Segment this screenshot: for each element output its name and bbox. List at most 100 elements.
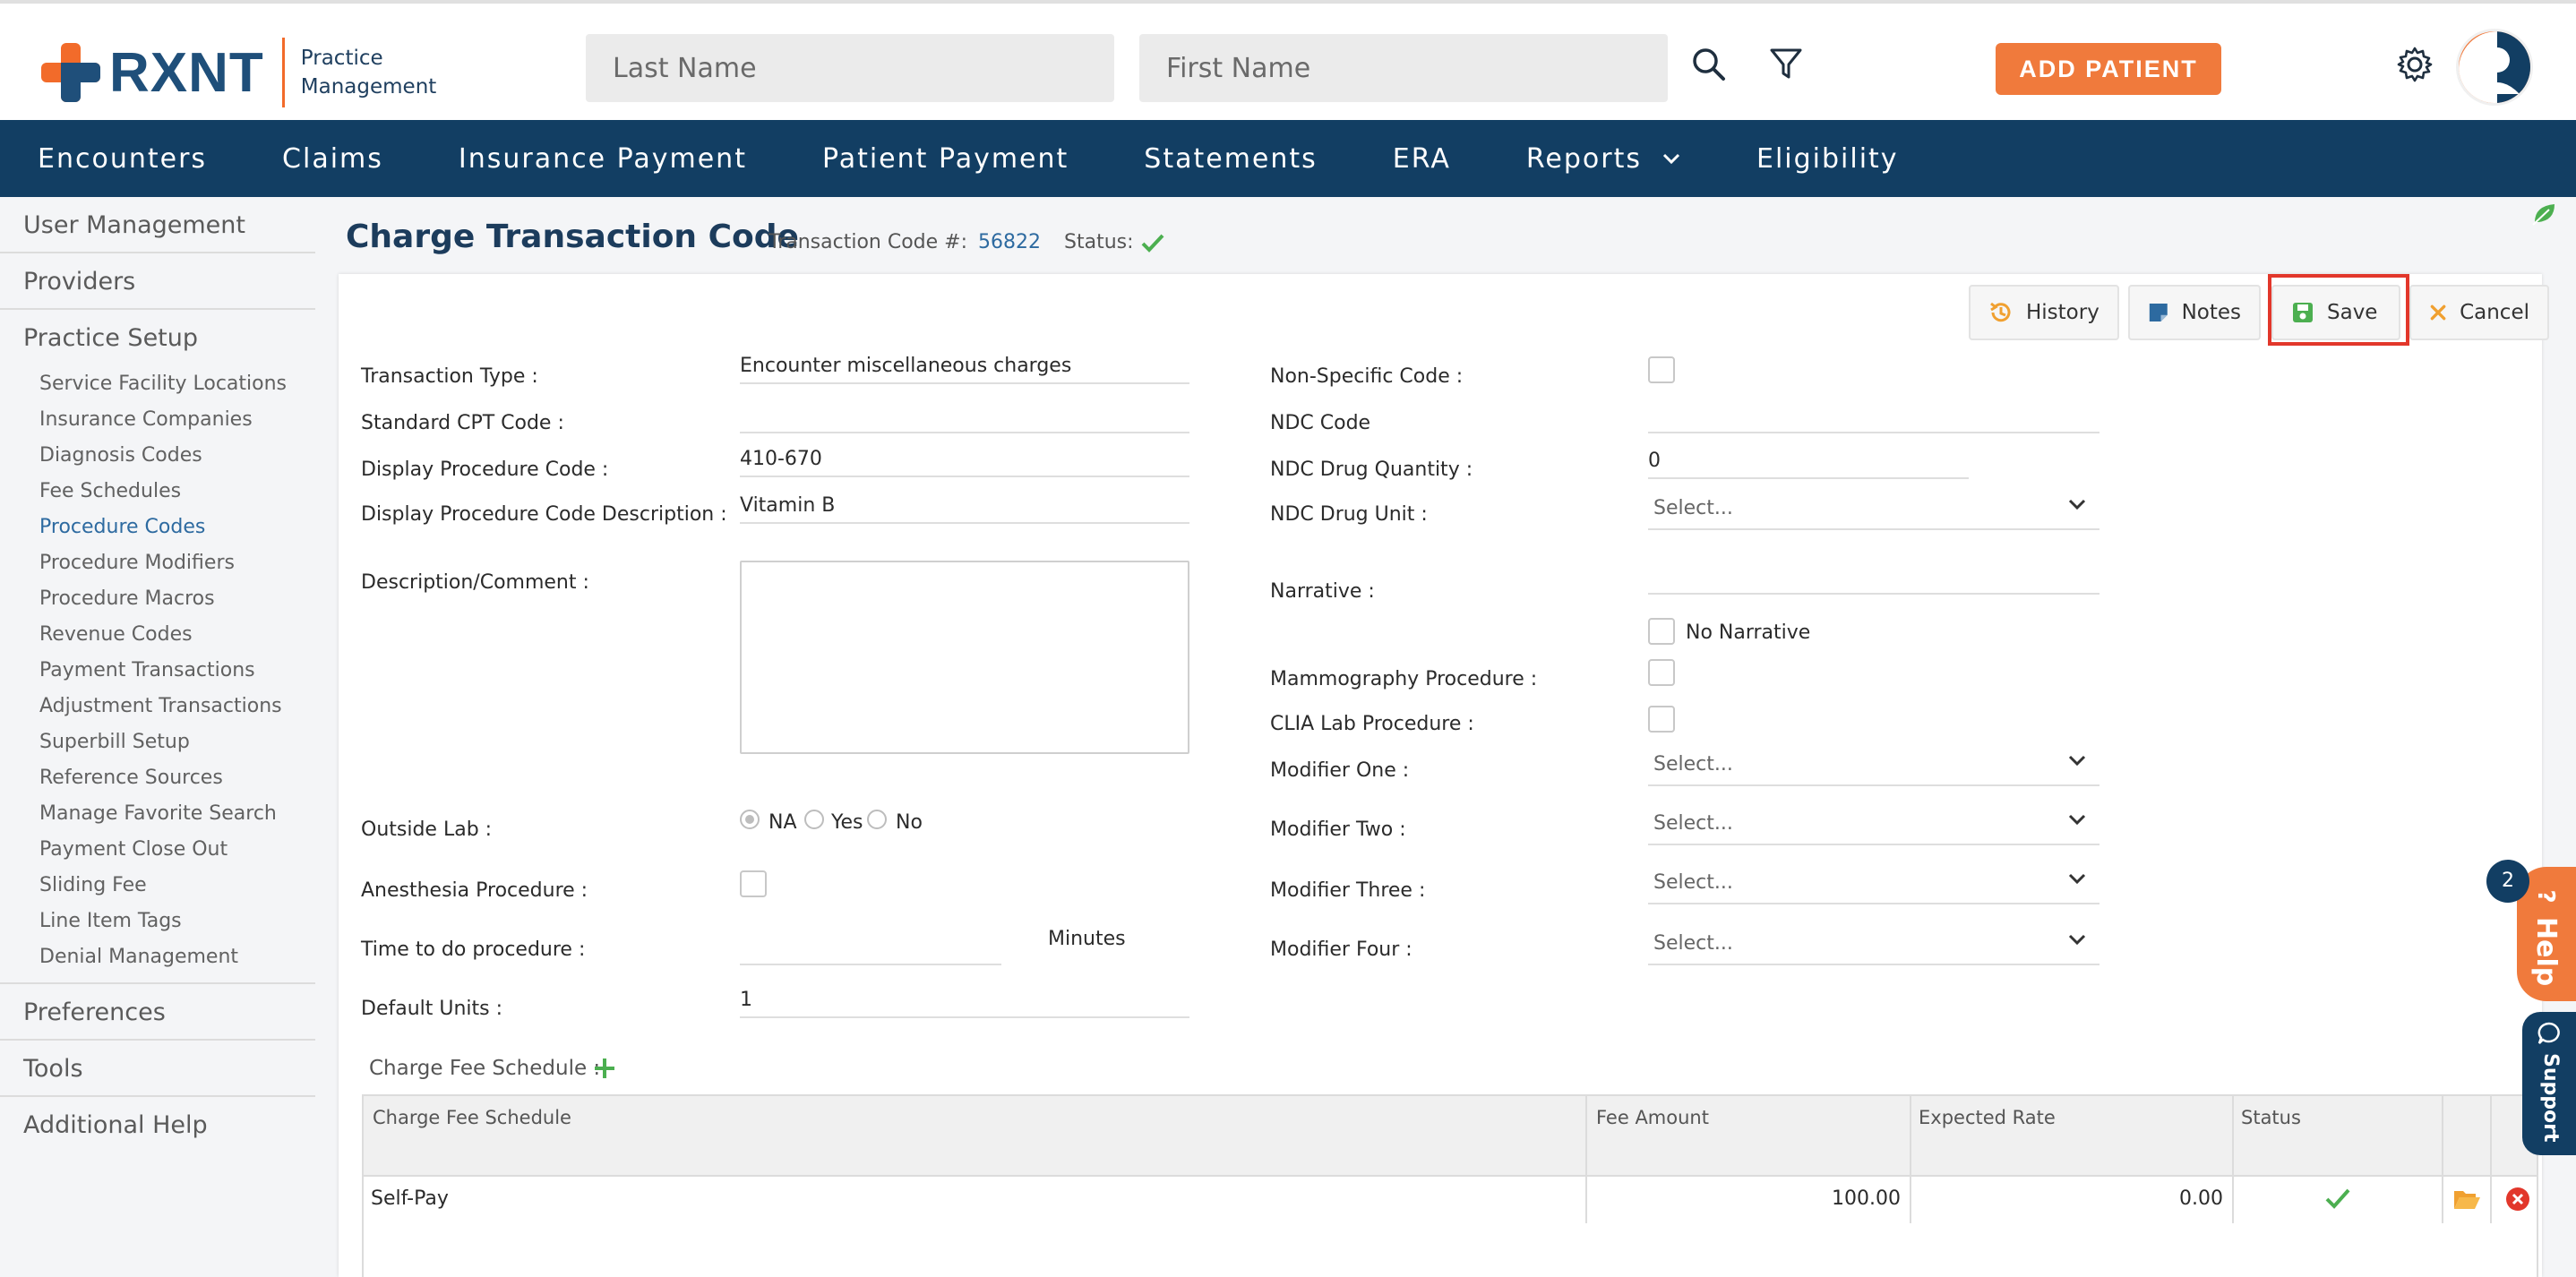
modifier-four-select[interactable]: Select... xyxy=(1648,928,2099,965)
mammography-procedure-checkbox[interactable] xyxy=(1648,659,1675,686)
notes-label: Notes xyxy=(2181,301,2241,324)
sidebar-item-denial-management[interactable]: Denial Management xyxy=(39,946,239,968)
top-header: RXNT Practice Management ADD PATIENT xyxy=(0,0,2576,120)
cancel-button[interactable]: Cancel xyxy=(2409,285,2549,340)
folder-open-icon[interactable] xyxy=(2452,1187,2481,1211)
nav-patient-payment[interactable]: Patient Payment xyxy=(821,142,1069,175)
transaction-type-label: Transaction Type : xyxy=(361,365,538,388)
modifier-two-select[interactable]: Select... xyxy=(1648,808,2099,845)
cell-schedule: Self-Pay xyxy=(371,1187,449,1210)
clia-lab-procedure-label: CLIA Lab Procedure : xyxy=(1270,713,1474,735)
user-avatar-icon xyxy=(2459,31,2530,103)
nav-reports[interactable]: Reports xyxy=(1489,143,1719,175)
delete-icon[interactable] xyxy=(2504,1186,2531,1213)
description-comment-textarea[interactable] xyxy=(740,561,1189,754)
filter-icon[interactable] xyxy=(1766,45,1806,84)
history-button[interactable]: History xyxy=(1969,285,2119,340)
rxnt-logo[interactable]: RXNT Practice Management xyxy=(41,38,436,107)
search-icon[interactable] xyxy=(1689,45,1729,84)
modifier-three-select[interactable]: Select... xyxy=(1648,867,2099,904)
display-procedure-desc-input[interactable]: Vitamin B xyxy=(740,494,1189,524)
sidebar-user-management[interactable]: User Management xyxy=(0,197,315,253)
no-narrative-checkbox[interactable] xyxy=(1648,618,1675,645)
leaf-icon[interactable] xyxy=(2531,202,2558,226)
sidebar-practice-setup[interactable]: Practice Setup xyxy=(23,324,199,352)
time-to-do-procedure-input[interactable] xyxy=(740,931,1001,965)
add-icon[interactable] xyxy=(593,1057,616,1080)
chevron-down-icon xyxy=(2068,755,2086,767)
cell-fee-amount[interactable]: 100.00 xyxy=(1832,1187,1901,1210)
sidebar-item-revenue-codes[interactable]: Revenue Codes xyxy=(39,623,193,646)
modifier-two-value: Select... xyxy=(1653,812,1733,835)
add-patient-button[interactable]: ADD PATIENT xyxy=(1996,43,2221,95)
narrative-input[interactable] xyxy=(1648,568,2099,595)
sidebar-item-fee-schedules[interactable]: Fee Schedules xyxy=(39,480,182,502)
sidebar-item-diagnosis-codes[interactable]: Diagnosis Codes xyxy=(39,444,202,467)
ndc-drug-quantity-input[interactable]: 0 xyxy=(1648,450,1969,479)
main-nav: Encounters Claims Insurance Payment Pati… xyxy=(0,120,2576,197)
chevron-down-icon xyxy=(1662,153,1680,165)
gear-icon[interactable] xyxy=(2395,45,2434,84)
sidebar-item-sliding-fee[interactable]: Sliding Fee xyxy=(39,874,147,896)
ndc-code-input[interactable] xyxy=(1648,401,2099,433)
notes-button[interactable]: Notes xyxy=(2128,285,2261,340)
nav-claims[interactable]: Claims xyxy=(282,142,383,175)
sidebar-preferences[interactable]: Preferences xyxy=(0,984,315,1041)
svg-text:?: ? xyxy=(2533,889,2559,903)
charge-fee-schedule-label: Charge Fee Schedule : xyxy=(369,1057,601,1080)
nav-encounters[interactable]: Encounters xyxy=(38,142,208,175)
outside-lab-yes-radio[interactable] xyxy=(804,810,824,829)
outside-lab-no-label: No xyxy=(896,811,923,834)
outside-lab-no-radio[interactable] xyxy=(867,810,887,829)
sidebar-item-payment-close-out[interactable]: Payment Close Out xyxy=(39,838,228,861)
outside-lab-na-label: NA xyxy=(769,811,797,834)
cell-expected-rate[interactable]: 0.00 xyxy=(2179,1187,2223,1210)
sidebar-item-line-item-tags[interactable]: Line Item Tags xyxy=(39,910,182,932)
transaction-code-label: Transaction Code #: xyxy=(769,231,968,253)
support-tab[interactable]: Support xyxy=(2522,1012,2576,1155)
sidebar-item-service-facility-locations[interactable]: Service Facility Locations xyxy=(39,373,287,395)
sidebar-tools[interactable]: Tools xyxy=(0,1041,315,1097)
sidebar-item-adjustment-transactions[interactable]: Adjustment Transactions xyxy=(39,695,282,717)
sidebar-providers[interactable]: Providers xyxy=(0,253,315,310)
sidebar-item-manage-favorite-search[interactable]: Manage Favorite Search xyxy=(39,802,277,825)
sidebar-item-procedure-codes[interactable]: Procedure Codes xyxy=(39,516,206,538)
modifier-one-select[interactable]: Select... xyxy=(1648,749,2099,786)
anesthesia-procedure-checkbox[interactable] xyxy=(740,870,767,897)
logo-subtitle-line1: Practice xyxy=(300,47,383,70)
save-button-highlight xyxy=(2268,274,2409,346)
first-name-input[interactable] xyxy=(1139,34,1668,102)
nav-era[interactable]: ERA xyxy=(1392,142,1451,175)
sidebar-item-reference-sources[interactable]: Reference Sources xyxy=(39,767,223,789)
sidebar-item-payment-transactions[interactable]: Payment Transactions xyxy=(39,659,255,681)
standard-cpt-label: Standard CPT Code : xyxy=(361,412,564,434)
ndc-drug-unit-label: NDC Drug Unit : xyxy=(1270,503,1428,526)
nav-statements[interactable]: Statements xyxy=(1144,142,1318,175)
ndc-drug-unit-select[interactable]: Select... xyxy=(1648,493,2099,530)
col-fee-amount: Fee Amount xyxy=(1596,1107,1709,1128)
last-name-input[interactable] xyxy=(586,34,1114,102)
user-avatar[interactable] xyxy=(2456,29,2533,106)
table-row[interactable]: Self-Pay 100.00 0.00 xyxy=(362,1175,2538,1225)
sidebar-item-procedure-modifiers[interactable]: Procedure Modifiers xyxy=(39,552,235,574)
anesthesia-procedure-label: Anesthesia Procedure : xyxy=(361,879,588,902)
default-units-input[interactable]: 1 xyxy=(740,989,1189,1018)
display-procedure-desc-label: Display Procedure Code Description : xyxy=(361,503,727,526)
transaction-type-value[interactable]: Encounter miscellaneous charges xyxy=(740,355,1189,384)
display-procedure-code-input[interactable]: 410-670 xyxy=(740,448,1189,477)
help-question-icon: ? xyxy=(2533,889,2559,903)
outside-lab-na-radio[interactable] xyxy=(740,810,760,829)
history-icon xyxy=(1990,302,2011,322)
clia-lab-procedure-checkbox[interactable] xyxy=(1648,706,1675,733)
save-button[interactable]: Save xyxy=(2271,285,2400,340)
nav-reports-label: Reports xyxy=(1525,142,1642,175)
nav-insurance-payment[interactable]: Insurance Payment xyxy=(458,142,747,175)
sidebar-item-insurance-companies[interactable]: Insurance Companies xyxy=(39,408,253,431)
sidebar-additional-help[interactable]: Additional Help xyxy=(23,1111,208,1139)
non-specific-code-checkbox[interactable] xyxy=(1648,356,1675,383)
standard-cpt-input[interactable] xyxy=(740,401,1189,433)
logo-cross-icon xyxy=(41,43,100,102)
sidebar-item-superbill-setup[interactable]: Superbill Setup xyxy=(39,731,190,753)
nav-eligibility[interactable]: Eligibility xyxy=(1756,142,1899,175)
sidebar-item-procedure-macros[interactable]: Procedure Macros xyxy=(39,587,215,610)
